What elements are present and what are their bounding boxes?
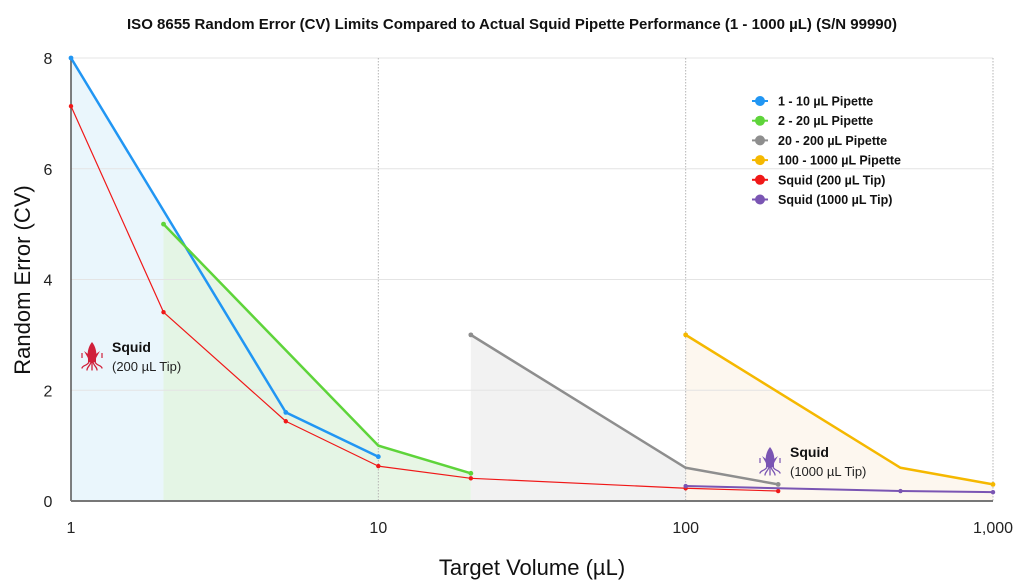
- squid-fins: [84, 351, 100, 358]
- y-axis-label: Random Error (CV): [10, 185, 35, 374]
- legend-swatch-marker: [755, 135, 765, 146]
- data-point: [161, 221, 166, 227]
- y-tick-label: 2: [44, 383, 53, 400]
- data-point: [376, 463, 381, 469]
- data-point: [990, 481, 996, 487]
- annotations: Squid (200 µL Tip) Squid (1000 µL Tip): [81, 339, 866, 479]
- chart-title: ISO 8655 Random Error (CV) Limits Compar…: [127, 16, 897, 33]
- y-tick-label: 4: [44, 273, 53, 290]
- legend: 1 - 10 µL Pipette 2 - 20 µL Pipette 20 - 2…: [752, 95, 901, 207]
- data-point: [990, 489, 996, 495]
- axes: [70, 58, 993, 502]
- legend-swatch-marker: [755, 174, 765, 185]
- y-tick-label: 0: [44, 494, 53, 511]
- data-point: [283, 410, 289, 415]
- data-point: [898, 488, 903, 494]
- annotation-sublabel: (200 µL Tip): [112, 359, 181, 374]
- squid-body: [765, 447, 775, 467]
- legend-label: Squid (200 µL Tip): [778, 173, 885, 187]
- series-lines: [68, 55, 996, 495]
- legend-swatch-marker: [755, 96, 765, 106]
- legend-label: 100 - 1000 µL Pipette: [778, 154, 901, 168]
- data-point: [68, 103, 74, 109]
- data-point: [161, 309, 166, 315]
- data-point: [283, 419, 289, 424]
- y-tick-label: 6: [44, 162, 53, 179]
- legend-label: 1 - 10 µL Pipette: [778, 95, 873, 109]
- squid-tentacles: [759, 466, 781, 476]
- squid-icon: [759, 447, 781, 476]
- squid-fins: [762, 456, 778, 463]
- data-point: [775, 481, 781, 487]
- data-point: [375, 454, 381, 460]
- squid-tentacles: [81, 361, 103, 371]
- gridlines: [71, 57, 994, 501]
- annotation-sublabel: (1000 µL Tip): [790, 464, 866, 479]
- legend-swatch-marker: [755, 194, 765, 205]
- data-point: [68, 55, 74, 61]
- tick-labels: 0 2 4 6 8 1 10 100 1,000: [44, 51, 1014, 537]
- squid-arms: [81, 353, 103, 358]
- series-line-2: [470, 333, 779, 486]
- data-point: [775, 488, 781, 494]
- series-line-1: [162, 223, 472, 475]
- x-tick-label: 1,000: [973, 520, 1013, 537]
- y-tick-label: 8: [44, 51, 53, 68]
- series-fill-2: [470, 334, 779, 501]
- squid-arms: [759, 458, 781, 463]
- x-tick-label: 100: [672, 520, 699, 537]
- series-line-3: [685, 333, 994, 486]
- squid-icon: [81, 342, 103, 371]
- series-fill-3: [685, 334, 993, 501]
- data-point: [468, 470, 474, 476]
- legend-label: 2 - 20 µL Pipette: [778, 114, 873, 128]
- data-point: [683, 332, 689, 338]
- annotation-label: Squid: [790, 444, 829, 460]
- data-point: [468, 332, 474, 338]
- legend-label: 20 - 200 µL Pipette: [778, 134, 887, 148]
- legend-label: Squid (1000 µL Tip): [778, 193, 892, 207]
- data-point: [468, 476, 474, 481]
- data-point: [683, 483, 688, 489]
- annotation-label: Squid: [112, 339, 151, 355]
- series-fill-1: [163, 224, 471, 501]
- x-axis-label: Target Volume (µL): [439, 555, 625, 580]
- x-tick-label: 1: [67, 520, 76, 537]
- x-tick-label: 10: [369, 520, 387, 537]
- squid-body: [87, 342, 97, 362]
- legend-swatch-marker: [755, 155, 765, 166]
- legend-swatch-marker: [755, 115, 765, 126]
